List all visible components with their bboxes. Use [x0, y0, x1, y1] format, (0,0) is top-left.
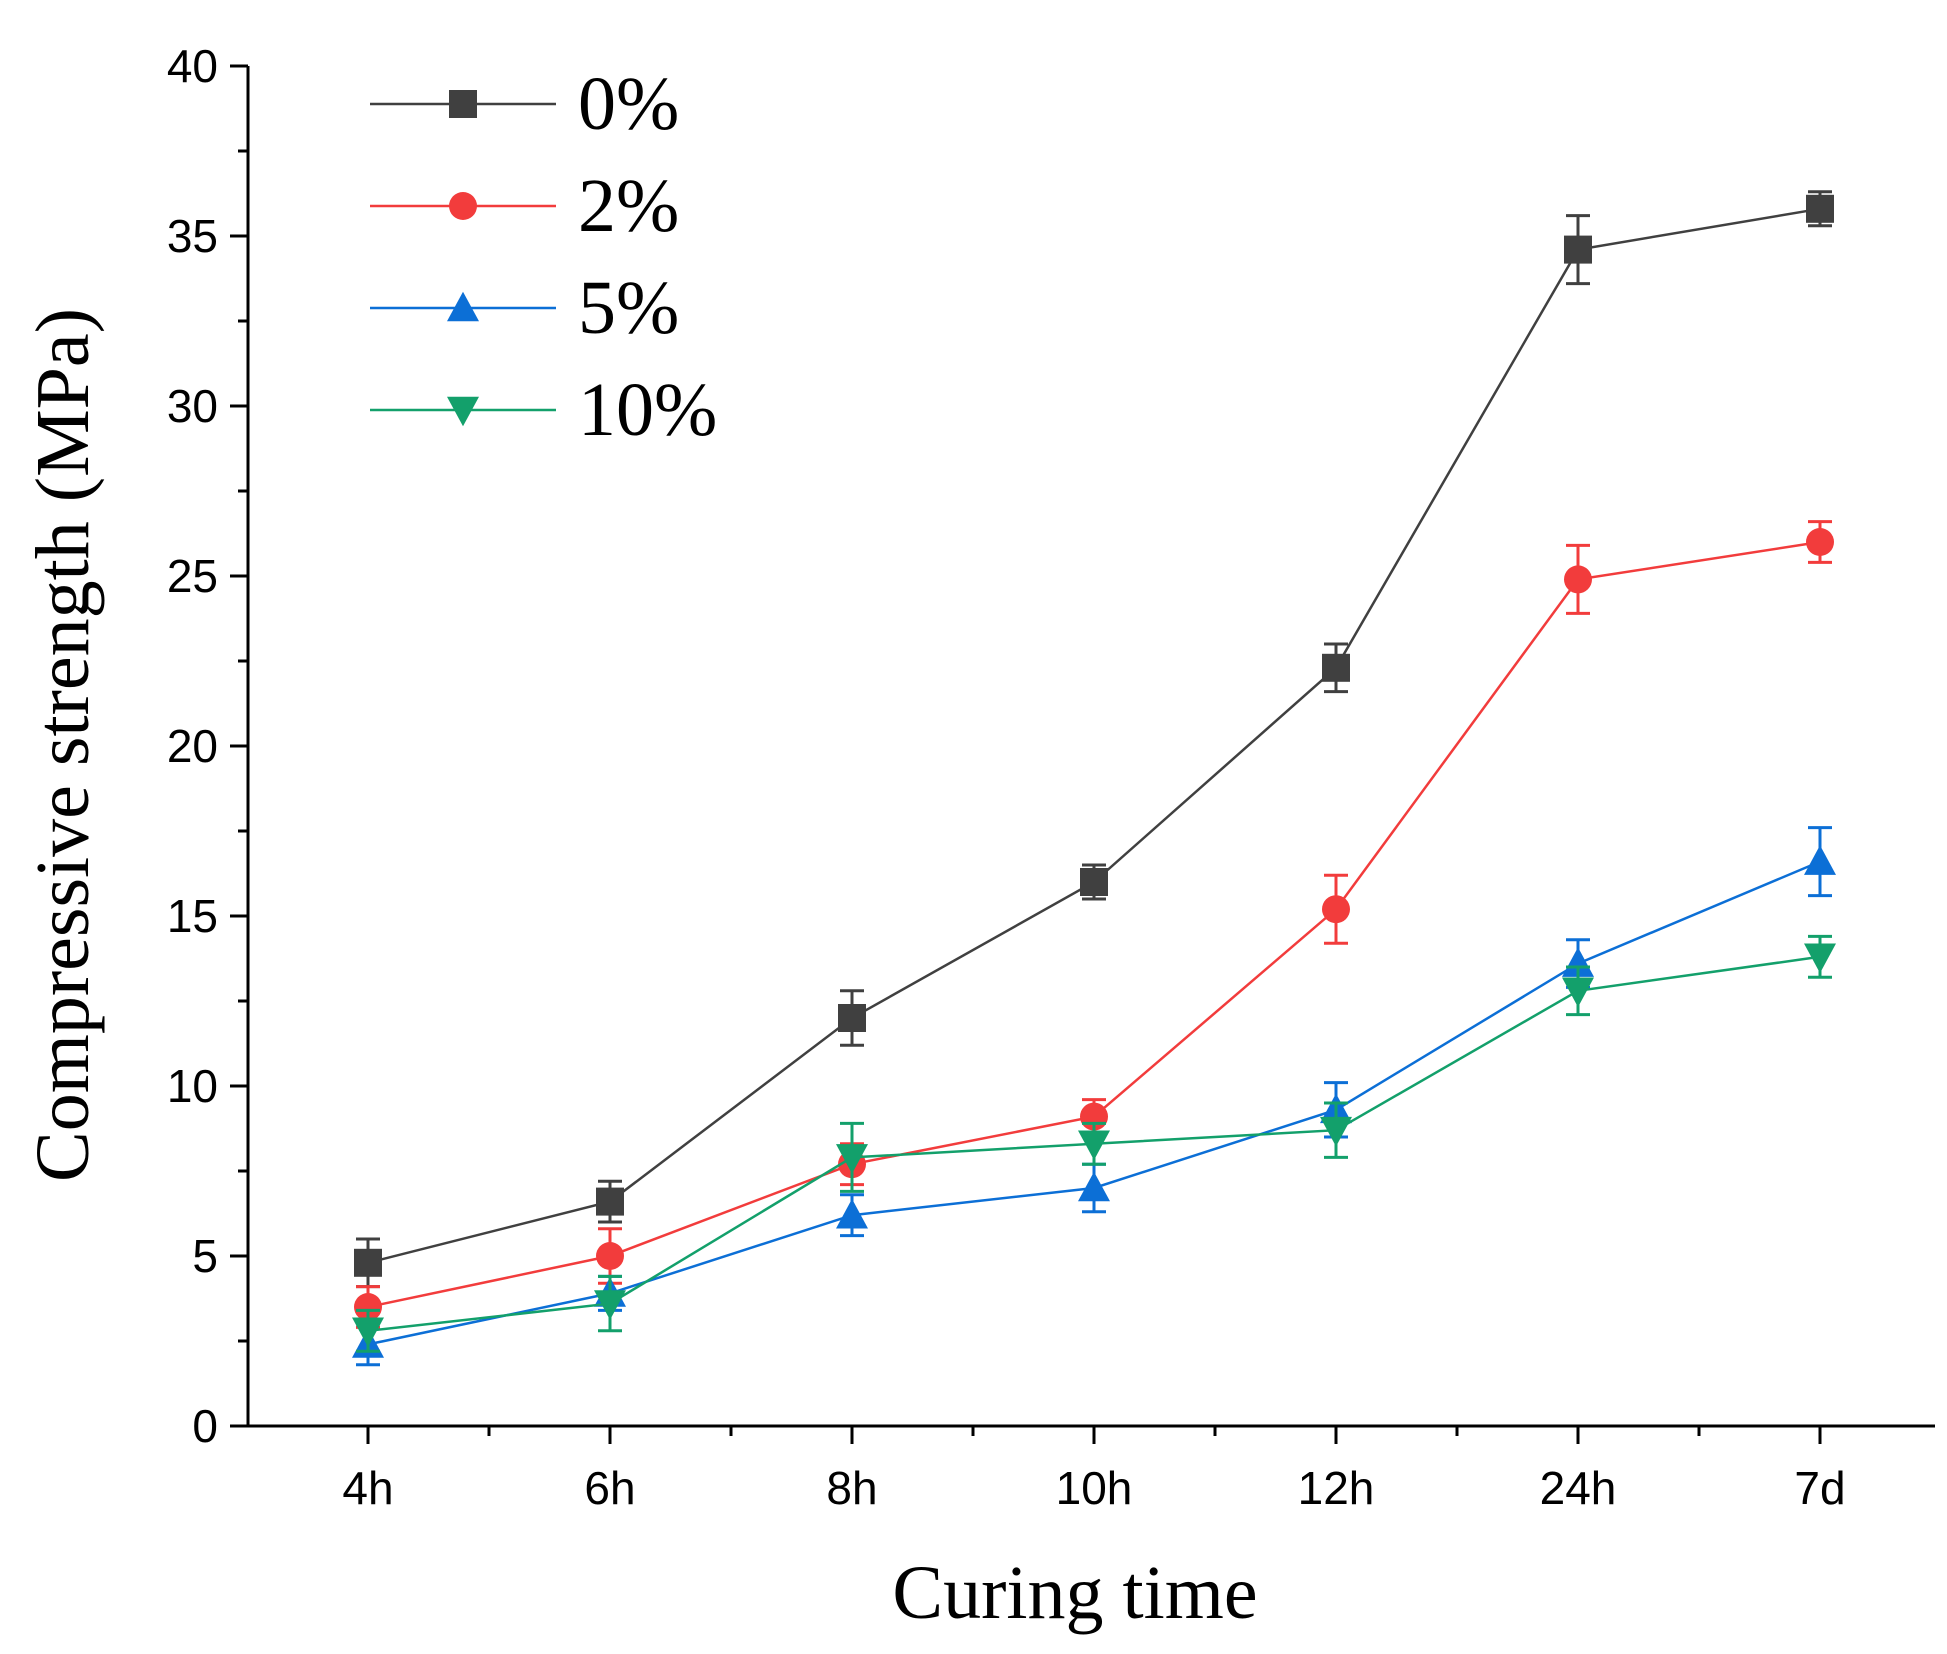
data-point: [1564, 565, 1592, 594]
y-axis-title: Compressive strength (MPa): [21, 308, 105, 1182]
data-point: [836, 1198, 868, 1229]
x-tick-label: 10h: [1056, 1462, 1133, 1514]
data-point: [596, 1242, 624, 1270]
x-tick-label: 24h: [1540, 1462, 1617, 1514]
y-tick-label: 30: [167, 380, 218, 432]
axes: 0 5 10 15 20 25 30 35 40 4h 6h 8h 10h 12h 24h 7d: [167, 40, 1935, 1514]
legend-marker: [447, 396, 479, 427]
y-tick-label: 10: [167, 1060, 218, 1112]
x-tick-label: 6h: [584, 1462, 635, 1514]
y-tick-label: 40: [167, 40, 218, 92]
legend-entry: 2%: [370, 164, 679, 248]
data-point: [1562, 947, 1594, 977]
legend-label: 0%: [578, 62, 679, 146]
data-point: [1320, 1116, 1352, 1147]
x-axis-title: Curing time: [892, 1551, 1257, 1635]
data-point: [352, 1317, 384, 1348]
data-point: [1806, 194, 1834, 223]
y-tick-label: 25: [167, 550, 218, 602]
x-tick-label: 8h: [826, 1462, 877, 1514]
data-point: [1078, 1171, 1110, 1202]
data-point: [1562, 977, 1594, 1008]
y-tick-label: 0: [192, 1400, 218, 1452]
data-point: [354, 1293, 382, 1321]
series-5pct: [352, 826, 1836, 1367]
x-tick-label: 7d: [1794, 1462, 1845, 1514]
x-tick-label: 4h: [342, 1462, 393, 1514]
data-point: [594, 1290, 626, 1320]
y-tick-label: 20: [167, 720, 218, 772]
y-tick-label: 5: [192, 1230, 218, 1282]
data-point: [838, 1004, 866, 1032]
plot-area: [352, 190, 1836, 1367]
data-point: [836, 1144, 868, 1174]
data-point: [596, 1187, 624, 1216]
data-point: [1806, 528, 1834, 556]
legend-label: 5%: [578, 266, 679, 350]
x-tick-label: 12h: [1298, 1462, 1375, 1514]
data-point: [1322, 653, 1350, 682]
series-10pct: [352, 934, 1836, 1353]
legend-entry: 10%: [370, 368, 717, 452]
legend-marker: [447, 291, 479, 322]
y-tick-label: 15: [167, 890, 218, 942]
legend-marker: [449, 90, 477, 118]
legend-marker: [449, 192, 477, 220]
data-point: [1078, 1130, 1110, 1161]
data-point: [1564, 235, 1592, 264]
data-point: [1804, 943, 1836, 974]
data-point: [354, 1248, 382, 1277]
y-tick-label: 35: [167, 210, 218, 262]
legend-entry: 0%: [370, 62, 679, 146]
data-point: [1322, 895, 1350, 924]
data-point: [1080, 868, 1108, 896]
legend-label: 10%: [578, 368, 717, 452]
data-point: [1804, 845, 1836, 875]
legend-entry: 5%: [370, 266, 679, 350]
legend-label: 2%: [578, 164, 679, 248]
series-0pct: [354, 190, 1834, 1289]
legend: 0% 2% 5% 10%: [370, 62, 717, 452]
